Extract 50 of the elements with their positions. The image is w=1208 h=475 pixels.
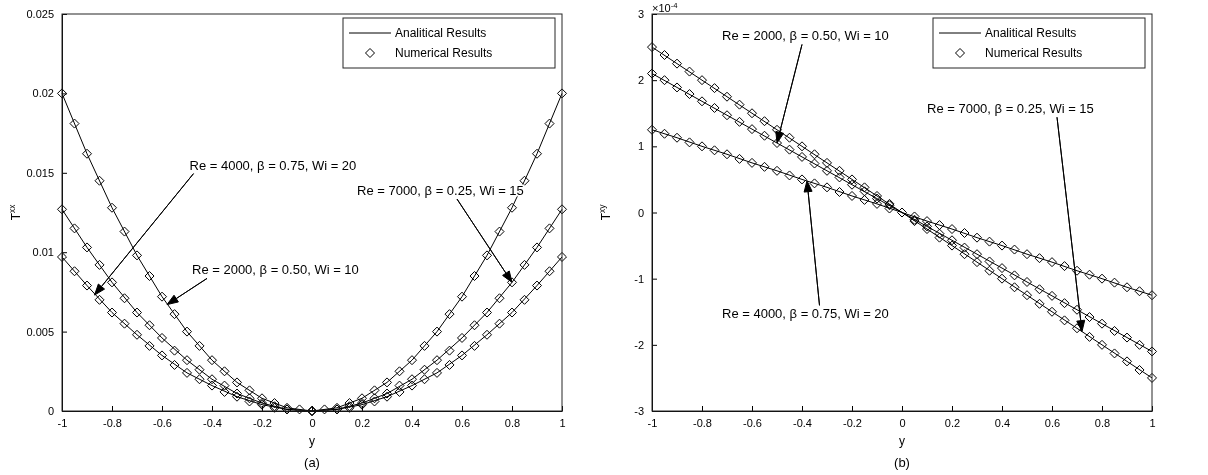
annotation: Re = 2000, β = 0.50, Wi = 10 <box>722 28 889 44</box>
text: (a) <box>304 455 320 470</box>
y-tick-label: 0.015 <box>26 166 54 179</box>
x-tick-label: -0.4 <box>203 416 222 429</box>
x-tick-label: -0.4 <box>793 416 812 429</box>
y-tick-label: 0 <box>47 405 54 418</box>
y-tick-label: -2 <box>634 338 644 351</box>
x-tick-label: 0.2 <box>354 416 371 429</box>
y-tick-label: 0.005 <box>26 325 54 338</box>
y-tick-label: 3 <box>637 8 644 21</box>
annotation: Re = 4000, β = 0.75, Wi = 20 <box>722 306 889 322</box>
x-tick-label: 0 <box>309 416 316 429</box>
annotation: Re = 2000, β = 0.50, Wi = 10 <box>192 262 359 278</box>
x-tick-label: 0.8 <box>1094 416 1111 429</box>
x-tick-label: -1 <box>647 416 658 429</box>
y-tick-label: 0.01 <box>32 246 54 259</box>
legend-label: Numerical Results <box>395 46 493 60</box>
x-tick-label: 1 <box>559 416 566 429</box>
text: (b) <box>894 455 910 470</box>
annotation: Re = 7000, β = 0.25, Wi = 15 <box>357 183 524 199</box>
y-tick-label: 0 <box>637 206 644 219</box>
x-tick-label: -0.8 <box>693 416 712 429</box>
x-tick-label: 0.4 <box>404 416 421 429</box>
y-tick-label: 2 <box>637 74 644 87</box>
annotation: Re = 7000, β = 0.25, Wi = 15 <box>927 101 1094 117</box>
x-tick-label: -0.2 <box>253 416 272 429</box>
x-tick-label: -0.8 <box>103 416 122 429</box>
x-axis-title: y <box>309 434 315 448</box>
y-tick-label: 0.025 <box>26 8 54 21</box>
annotation: Re = 4000, β = 0.75, Wi = 20 <box>189 157 357 173</box>
x-tick-label: -1 <box>57 416 68 429</box>
x-tick-label: 0 <box>899 416 906 429</box>
y-tick-label: 0.02 <box>32 87 54 100</box>
x-tick-label: -0.6 <box>153 416 172 429</box>
y-tick-label: -3 <box>634 405 644 418</box>
x-tick-label: -0.6 <box>743 416 762 429</box>
legend-label: Analitical Results <box>985 26 1077 40</box>
legend-label: Analitical Results <box>395 26 487 40</box>
x-tick-label: 0.6 <box>1044 416 1061 429</box>
x-tick-label: 0.6 <box>454 416 471 429</box>
legend-label: Numerical Results <box>985 46 1083 60</box>
x-axis-title: y <box>899 434 905 448</box>
x-tick-label: -0.2 <box>843 416 862 429</box>
x-tick-label: 0.2 <box>944 416 961 429</box>
text: ×10$^{-4}$ <box>652 0 679 14</box>
x-tick-label: 0.8 <box>504 416 521 429</box>
x-tick-label: 0.4 <box>994 416 1011 429</box>
x-tick-label: 1 <box>1149 416 1156 429</box>
y-tick-label: 1 <box>637 140 644 153</box>
y-tick-label: -1 <box>634 272 644 285</box>
